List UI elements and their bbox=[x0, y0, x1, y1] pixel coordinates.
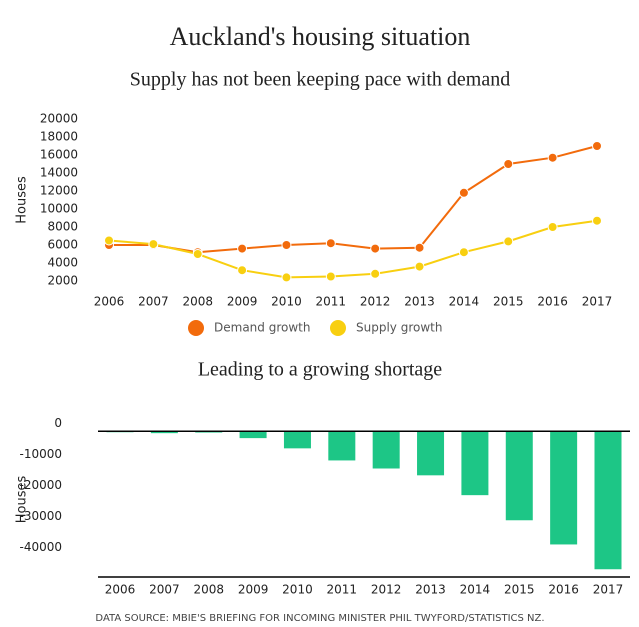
x-tick-label: 2016 bbox=[548, 583, 579, 597]
point bbox=[281, 240, 292, 250]
point bbox=[370, 268, 381, 279]
point bbox=[104, 235, 114, 246]
point bbox=[503, 236, 514, 247]
x-tick-label: 2006 bbox=[105, 583, 136, 597]
point bbox=[503, 159, 514, 169]
point bbox=[325, 238, 336, 249]
x-tick-label: 2010 bbox=[282, 583, 313, 597]
point bbox=[592, 215, 602, 226]
point bbox=[237, 265, 248, 276]
page-title: Auckland's housing situation bbox=[170, 22, 471, 51]
x-tick-label: 2007 bbox=[138, 295, 169, 309]
y-axis-label: Houses bbox=[15, 476, 30, 524]
bar bbox=[461, 431, 489, 496]
y-tick-label: 10000 bbox=[40, 202, 78, 216]
x-tick-label: 2011 bbox=[316, 295, 347, 309]
bar bbox=[550, 431, 578, 545]
source-note: DATA SOURCE: MBIE'S BRIEFING FOR INCOMIN… bbox=[95, 613, 544, 624]
point bbox=[192, 249, 203, 259]
x-tick-label: 2013 bbox=[404, 295, 435, 309]
x-tick-label: 2017 bbox=[582, 295, 613, 309]
x-tick-label: 2012 bbox=[371, 583, 402, 597]
y-tick-label: 18000 bbox=[40, 130, 78, 144]
legend-label: Supply growth bbox=[356, 321, 442, 335]
chart-title: Leading to a growing shortage bbox=[198, 359, 442, 381]
x-tick-label: 2015 bbox=[493, 295, 524, 309]
legend-label: Demand growth bbox=[214, 321, 310, 335]
x-tick-label: 2013 bbox=[415, 583, 446, 597]
x-tick-label: 2015 bbox=[504, 583, 535, 597]
point bbox=[458, 187, 469, 198]
legend-marker bbox=[330, 320, 346, 336]
point bbox=[414, 261, 425, 272]
point bbox=[458, 247, 469, 258]
bar bbox=[239, 431, 267, 439]
x-tick-label: 2009 bbox=[227, 295, 258, 309]
x-tick-label: 2008 bbox=[193, 583, 224, 597]
y-tick-label: 20000 bbox=[40, 112, 78, 126]
x-tick-label: 2012 bbox=[360, 295, 391, 309]
y-tick-label: -40000 bbox=[19, 540, 62, 554]
y-tick-label: 0 bbox=[54, 416, 62, 430]
chart-title: Supply has not been keeping pace with de… bbox=[130, 69, 510, 91]
x-tick-label: 2009 bbox=[238, 583, 269, 597]
x-tick-label: 2016 bbox=[537, 295, 568, 309]
legend-marker bbox=[188, 320, 204, 336]
point bbox=[414, 242, 425, 253]
line bbox=[109, 145, 598, 254]
x-tick-label: 2008 bbox=[182, 295, 213, 309]
bar bbox=[505, 431, 533, 521]
x-tick-label: 2014 bbox=[460, 583, 491, 597]
y-tick-label: 14000 bbox=[40, 166, 78, 180]
bar bbox=[594, 431, 622, 570]
point bbox=[237, 243, 248, 254]
point bbox=[547, 152, 558, 163]
point bbox=[547, 222, 558, 232]
y-tick-label: 16000 bbox=[40, 148, 78, 162]
line bbox=[108, 219, 598, 279]
y-tick-label: 6000 bbox=[47, 238, 78, 252]
point bbox=[148, 239, 159, 250]
point bbox=[325, 271, 336, 282]
x-tick-label: 2017 bbox=[593, 583, 624, 597]
x-tick-label: 2006 bbox=[94, 295, 125, 309]
y-tick-label: 2000 bbox=[47, 274, 78, 288]
point bbox=[370, 243, 381, 254]
bar bbox=[417, 431, 445, 476]
x-tick-label: 2011 bbox=[327, 583, 358, 597]
point bbox=[281, 272, 292, 283]
y-tick-label: 12000 bbox=[40, 184, 78, 198]
bar bbox=[283, 431, 311, 449]
x-tick-label: 2010 bbox=[271, 295, 302, 309]
y-tick-label: 8000 bbox=[47, 220, 78, 234]
point bbox=[592, 141, 602, 151]
x-tick-label: 2007 bbox=[149, 583, 180, 597]
y-tick-label: -30000 bbox=[19, 509, 62, 523]
y-tick-label: 4000 bbox=[47, 256, 78, 270]
bar bbox=[372, 431, 400, 469]
y-axis-label: Houses bbox=[15, 176, 30, 224]
bar bbox=[150, 431, 178, 434]
y-tick-label: -10000 bbox=[19, 447, 62, 461]
x-tick-label: 2014 bbox=[449, 295, 480, 309]
y-tick-label: -20000 bbox=[19, 478, 62, 492]
bar bbox=[328, 431, 356, 461]
